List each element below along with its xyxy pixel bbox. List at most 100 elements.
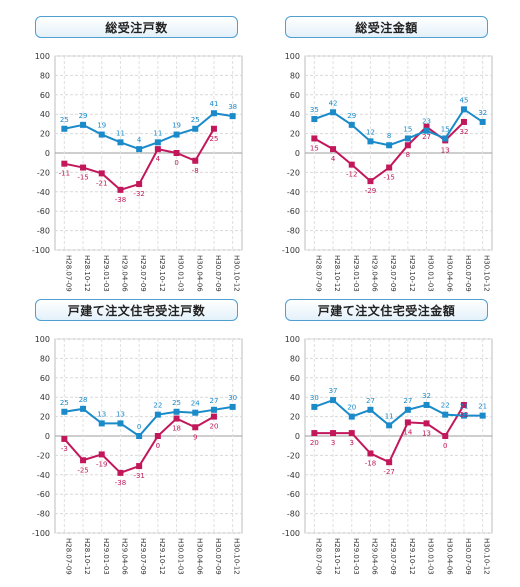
y-tick-label: -100 xyxy=(32,529,50,538)
x-tick-label: H30.10-12 xyxy=(483,538,491,575)
data-label: 8 xyxy=(387,132,391,140)
data-point xyxy=(442,135,449,142)
y-tick-label: 0 xyxy=(45,149,50,158)
data-label: 20 xyxy=(209,423,218,431)
y-tick-label: 100 xyxy=(285,52,300,61)
y-tick-label: -60 xyxy=(37,207,50,216)
data-point xyxy=(117,139,124,146)
data-point xyxy=(154,146,161,153)
data-label: 8 xyxy=(406,151,410,159)
data-label: 19 xyxy=(172,122,181,130)
data-label: 25 xyxy=(191,116,200,124)
x-tick-label: H30.01-03 xyxy=(427,255,435,292)
data-point xyxy=(80,457,87,464)
x-tick-label: H29.10-12 xyxy=(408,255,416,292)
data-point xyxy=(367,178,374,185)
data-label: 42 xyxy=(329,99,338,107)
data-label: 45 xyxy=(459,96,468,104)
data-label: -11 xyxy=(59,170,70,178)
data-point xyxy=(210,110,217,117)
y-tick-label: -80 xyxy=(287,510,300,519)
y-tick-label: 40 xyxy=(290,110,300,119)
data-label: 19 xyxy=(97,122,106,130)
data-point xyxy=(229,403,236,410)
x-tick-label: H28.10-12 xyxy=(333,255,341,292)
y-tick-label: -80 xyxy=(37,227,50,236)
chart-panel-custom-house-units: 戸建て注文住宅受注戸数 100 80 60 40 20 0 -20 -40 -60 -80 -100… xyxy=(0,283,250,575)
x-tick-label: H29.07-09 xyxy=(139,538,147,575)
data-point xyxy=(348,121,355,128)
data-label: 21 xyxy=(459,403,468,411)
data-point xyxy=(210,406,217,413)
data-label: 13 xyxy=(422,429,431,437)
data-point xyxy=(192,125,199,132)
data-label: 9 xyxy=(193,433,197,441)
data-point xyxy=(479,412,486,419)
y-tick-label: 0 xyxy=(295,432,300,441)
data-point xyxy=(311,403,318,410)
data-label: -18 xyxy=(365,459,376,467)
data-label: 21 xyxy=(478,403,487,411)
data-label: 4 xyxy=(137,136,142,144)
x-tick-label: H28.10-12 xyxy=(333,538,341,575)
y-tick-label: 80 xyxy=(290,354,300,363)
y-tick-label: 80 xyxy=(290,71,300,80)
y-tick-label: 0 xyxy=(45,432,50,441)
data-point xyxy=(173,415,180,422)
data-point xyxy=(117,469,124,476)
y-tick-label: 60 xyxy=(40,91,50,100)
data-label: -32 xyxy=(133,190,144,198)
data-point xyxy=(423,123,430,130)
data-point xyxy=(210,413,217,420)
x-tick-label: H30.01-03 xyxy=(177,538,185,575)
data-label: 29 xyxy=(79,112,88,120)
data-label: 29 xyxy=(347,112,356,120)
y-tick-label: 40 xyxy=(40,110,50,119)
data-label: 32 xyxy=(422,392,431,400)
data-label: 22 xyxy=(441,402,450,410)
y-tick-label: 60 xyxy=(290,91,300,100)
data-point xyxy=(330,146,337,153)
y-tick-label: 40 xyxy=(290,393,300,402)
data-label: 0 xyxy=(156,442,160,450)
y-tick-label: 20 xyxy=(290,130,300,139)
data-point xyxy=(460,401,467,408)
data-point xyxy=(192,157,199,164)
data-point xyxy=(311,135,318,142)
data-label: -29 xyxy=(365,187,376,195)
data-point xyxy=(136,181,143,188)
data-point xyxy=(154,433,161,439)
data-label: 4 xyxy=(331,155,336,163)
data-point xyxy=(330,109,337,116)
data-label: 32 xyxy=(459,128,468,136)
data-point xyxy=(386,459,393,466)
data-label: 15 xyxy=(403,125,412,133)
y-tick-label: 20 xyxy=(40,413,50,422)
data-point xyxy=(442,433,449,439)
data-label: -15 xyxy=(383,174,394,182)
x-tick-label: H29.04-06 xyxy=(120,255,128,292)
data-point xyxy=(404,135,411,142)
data-label: -21 xyxy=(96,179,107,187)
y-tick-label: -80 xyxy=(37,510,50,519)
x-tick-label: H29.10-12 xyxy=(158,538,166,575)
data-label: 11 xyxy=(385,412,394,420)
y-tick-label: -20 xyxy=(287,168,300,177)
x-tick-label: H30.07-09 xyxy=(214,538,222,575)
data-point xyxy=(404,142,411,149)
data-label: 3 xyxy=(331,439,335,447)
chart-title: 戸建て注文住宅受注金額 xyxy=(285,299,488,321)
data-point xyxy=(311,116,318,123)
data-point xyxy=(61,435,68,442)
x-tick-label: H30.07-09 xyxy=(464,538,472,575)
data-point xyxy=(423,127,430,134)
y-tick-label: -40 xyxy=(37,188,50,197)
x-tick-label: H30.04-06 xyxy=(195,255,203,292)
x-tick-label: H29.10-12 xyxy=(408,538,416,575)
data-label: 23 xyxy=(422,118,431,126)
y-tick-label: -60 xyxy=(287,490,300,499)
data-point xyxy=(173,131,180,138)
data-label: -38 xyxy=(115,479,126,487)
